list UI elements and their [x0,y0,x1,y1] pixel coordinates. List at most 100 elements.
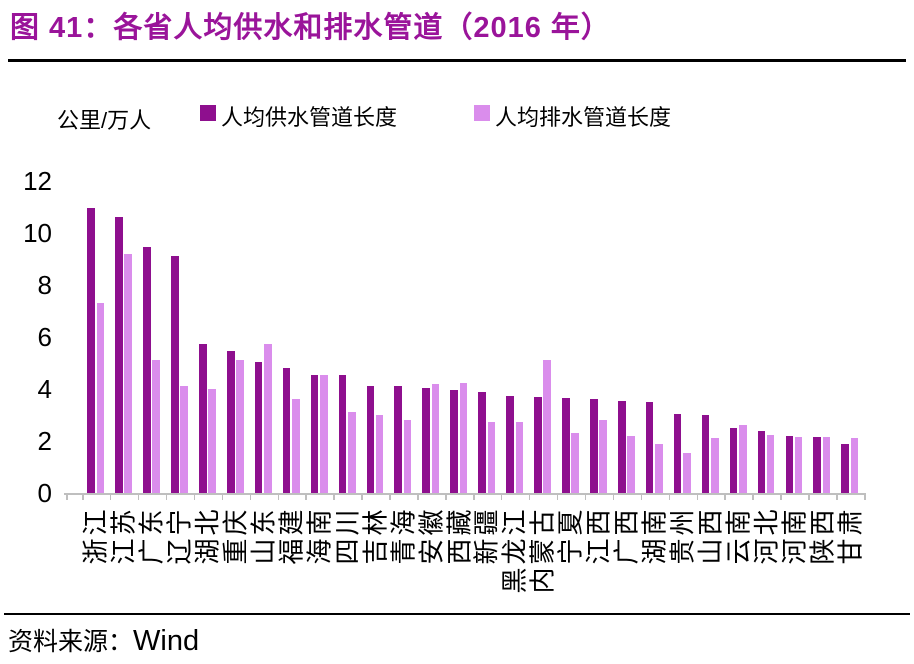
x-axis-line [64,493,866,495]
title-divider [8,59,906,62]
drain-bar-重庆 [236,360,244,493]
drain-bar-安徽 [431,383,440,493]
supply-bar-新疆 [478,391,486,493]
x-axis-tick [193,495,196,500]
drain-legend-swatch-icon [474,105,490,121]
drain-bar-江苏 [124,253,133,493]
source-divider [4,613,910,615]
y-axis-unit-label: 公里/万人 [57,108,152,133]
x-axis-tick [556,495,559,500]
supply-bar-河南 [785,435,794,493]
drain-bar-广西 [627,435,635,493]
legend-item-drain: 人均排水管道长度 [474,100,671,132]
drain-bar-四川 [347,412,356,493]
x-axis-tick [137,495,140,500]
x-label-黑龙江: 黑龙江 [499,506,530,594]
drain-legend-label: 人均排水管道长度 [495,105,672,130]
supply-bar-重庆 [226,351,235,493]
drain-bar-西藏 [459,382,468,493]
y-tick-label-2: 2 [37,426,52,456]
x-label-江苏: 江苏 [108,506,139,565]
drain-bar-黑龙江 [515,421,524,493]
x-label-湖北: 湖北 [192,506,223,565]
x-axis-tick [333,495,335,500]
x-axis-tick [221,495,224,500]
x-label-广东: 广东 [136,506,167,565]
drain-bar-陕西 [822,437,831,493]
drain-bar-福建 [292,399,300,493]
supply-bar-青海 [394,386,403,493]
drain-bar-内蒙古 [543,360,552,493]
x-label-河北: 河北 [751,506,782,565]
supply-bar-江苏 [115,217,123,493]
supply-bar-广东 [143,247,151,493]
x-label-福建: 福建 [276,506,307,565]
supply-legend-swatch-icon [200,105,216,121]
drain-bar-广东 [152,360,161,493]
x-label-西藏: 西藏 [444,506,475,565]
x-axis-tick [752,495,754,500]
supply-bar-内蒙古 [534,396,542,493]
x-axis-tick [696,495,698,500]
drain-bar-青海 [403,420,412,493]
x-axis-tick [612,495,615,500]
drain-bar-甘肃 [850,438,859,493]
x-axis-tick [584,495,587,500]
supply-bar-云南 [729,428,738,493]
drain-bar-山东 [264,343,272,493]
x-axis-tick [66,495,68,500]
x-axis-tick [808,495,810,500]
source-prefix-label: 资料来源： [8,629,134,656]
supply-bar-甘肃 [841,443,849,493]
x-axis-tick [864,495,866,500]
drain-bar-贵州 [683,452,691,493]
x-axis-tick [640,495,643,500]
x-label-云南: 云南 [723,506,754,565]
x-label-江西: 江西 [583,506,614,565]
y-tick-label-4: 4 [37,374,52,404]
figure-title: 图 41：各省人均供水和排水管道（2016 年） [10,12,611,44]
x-axis-tick [500,495,503,500]
x-label-河南: 河南 [779,506,810,565]
y-tick-label-0: 0 [37,478,52,508]
x-axis-tick [361,495,363,500]
x-axis-tick [417,495,419,500]
x-label-内蒙古: 内蒙古 [527,506,558,594]
x-label-甘肃: 甘肃 [835,506,866,565]
supply-bar-山东 [254,361,263,493]
supply-bar-海南 [310,374,319,493]
supply-bar-西藏 [450,390,458,493]
supply-bar-宁夏 [562,398,570,493]
x-label-山东: 山东 [248,506,279,565]
drain-bar-江西 [599,420,607,493]
x-label-辽宁: 辽宁 [164,506,195,565]
x-label-重庆: 重庆 [220,506,251,565]
drain-bar-山西 [711,438,719,493]
x-axis-tick [724,495,726,500]
x-axis-tick [445,495,447,500]
source-line: 资料来源：Wind [8,622,199,658]
legend-item-supply: 人均供水管道长度 [200,100,397,132]
supply-bar-贵州 [673,413,682,493]
drain-bar-云南 [738,425,747,493]
x-axis-tick [528,495,531,500]
x-label-广西: 广西 [611,506,642,565]
supply-bar-黑龙江 [506,395,514,493]
drain-bar-海南 [320,374,328,493]
x-label-宁夏: 宁夏 [555,506,586,565]
x-label-陕西: 陕西 [807,506,838,565]
drain-bar-湖北 [208,389,216,493]
x-label-湖南: 湖南 [639,506,670,565]
x-axis-tick [836,495,838,500]
drain-bar-浙江 [96,303,105,493]
supply-bar-广西 [617,400,626,493]
x-axis-tick [473,495,475,500]
x-label-海南: 海南 [304,506,335,565]
x-label-浙江: 浙江 [80,506,111,565]
drain-bar-河南 [794,437,803,493]
x-axis-tick [305,495,307,500]
drain-bar-辽宁 [180,386,188,493]
supply-bar-吉林 [366,386,375,493]
supply-bar-河北 [757,430,766,493]
supply-bar-陕西 [813,437,822,493]
